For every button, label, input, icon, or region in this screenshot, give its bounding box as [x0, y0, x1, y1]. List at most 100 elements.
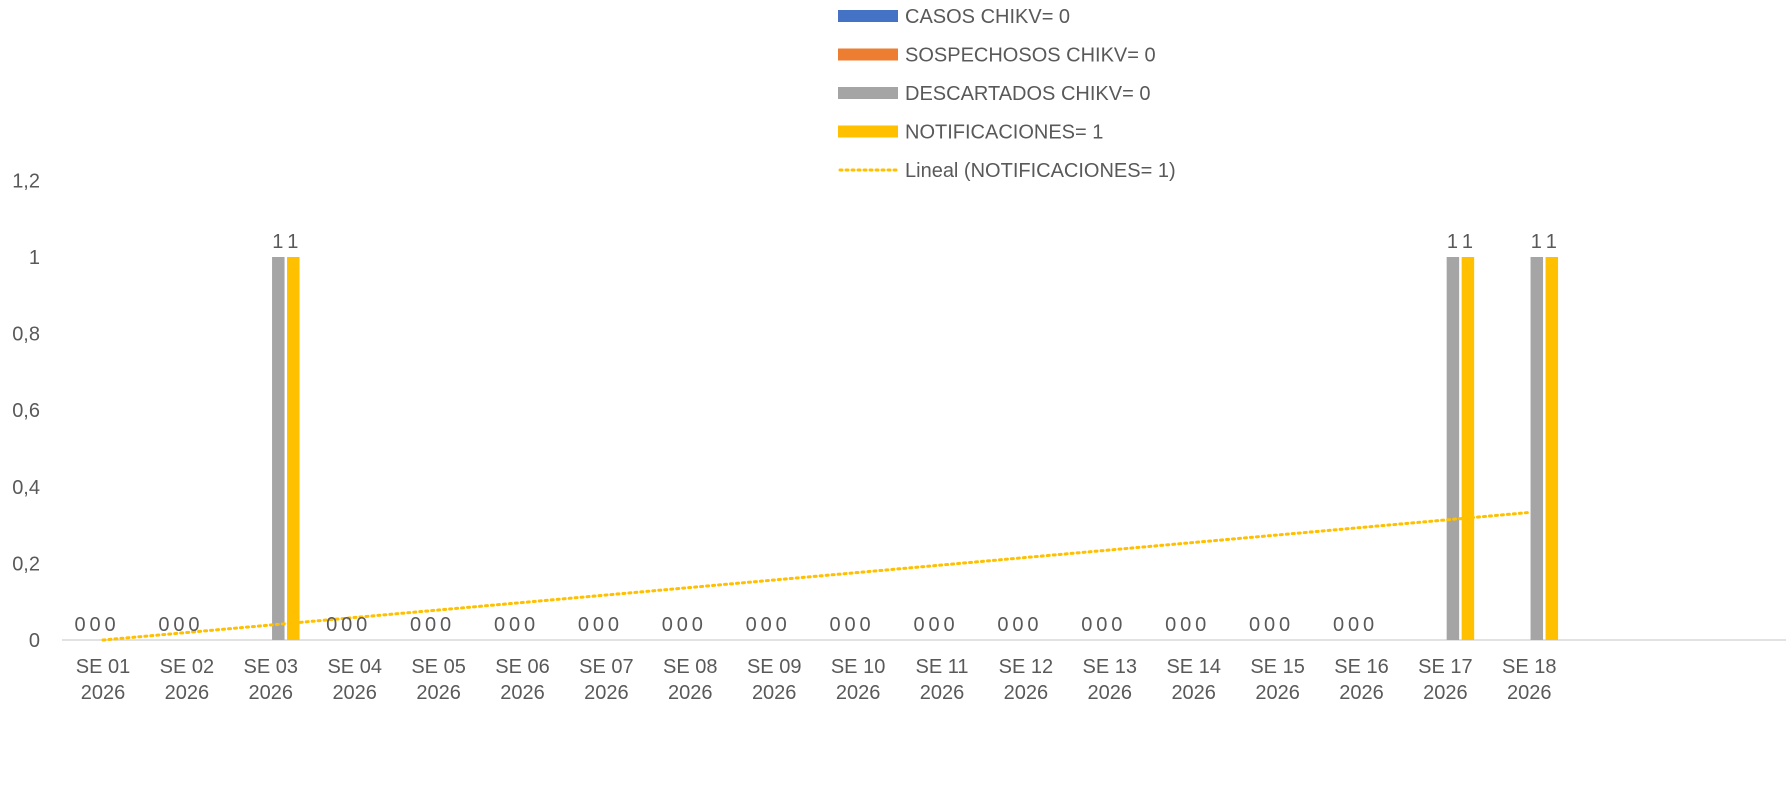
x-tick-label: SE 05 2026	[411, 656, 465, 704]
x-tick-label: SE 14 2026	[1166, 656, 1220, 704]
data-label: 0	[425, 614, 437, 636]
bar	[272, 257, 285, 640]
data-label: 0	[1195, 614, 1207, 636]
data-label: 1	[1462, 231, 1474, 253]
x-tick-label: SE 11 2026	[916, 656, 969, 704]
y-axis: 0 0,2 0,4 0,6 0,8 1 1,2	[12, 170, 40, 652]
data-label: 0	[761, 614, 773, 636]
y-tick-label: 0,6	[12, 400, 40, 422]
x-tick-label: SE 15 2026	[1250, 656, 1304, 704]
data-label: 0	[997, 614, 1009, 636]
x-tick-label: SE 10 2026	[831, 656, 885, 704]
data-label: 0	[524, 614, 536, 636]
data-label: 0	[89, 614, 101, 636]
data-label: 0	[1333, 614, 1345, 636]
data-label: 0	[662, 614, 674, 636]
y-tick-label: 0,8	[12, 324, 40, 346]
data-label: 0	[1111, 614, 1123, 636]
legend: CASOS CHIKV= 0 SOSPECHOSOS CHIKV= 0 DESCAR…	[838, 6, 1176, 182]
data-label: 1	[272, 231, 284, 253]
data-label: 0	[746, 614, 758, 636]
data-label: 0	[1027, 614, 1039, 636]
data-label: 0	[1081, 614, 1093, 636]
data-label: 0	[593, 614, 605, 636]
x-tick-label: SE 07 2026	[579, 656, 633, 704]
y-tick-label: 1	[29, 247, 40, 269]
x-tick-label: SE 04 2026	[327, 656, 381, 704]
data-label: 0	[1264, 614, 1276, 636]
data-label: 0	[494, 614, 506, 636]
data-label: 0	[74, 614, 86, 636]
data-label: 0	[1735, 755, 1747, 777]
data-label: 0	[341, 614, 353, 636]
data-label: 0	[1249, 614, 1261, 636]
data-label: 0	[509, 614, 521, 636]
data-label: 1	[287, 231, 299, 253]
y-tick-label: 0,4	[12, 477, 40, 499]
data-label: 0	[356, 614, 368, 636]
legend-swatch	[838, 10, 898, 22]
x-tick-label: SE 03 2026	[244, 656, 298, 704]
bars	[272, 257, 1559, 640]
data-label: 0	[578, 614, 590, 636]
x-tick-label: SE 01 2026	[76, 656, 130, 704]
legend-swatch	[838, 125, 898, 138]
data-label: 1	[1546, 231, 1558, 253]
x-tick-label: SE 16 2026	[1334, 656, 1388, 704]
trendline-line	[101, 510, 1531, 642]
bar	[1530, 257, 1544, 640]
data-label: 0	[1720, 755, 1732, 777]
data-label: 0	[776, 614, 788, 636]
x-tick-label: SE 17 2026	[1418, 656, 1472, 704]
data-label: 0	[943, 614, 955, 636]
data-label: 0	[104, 614, 116, 636]
y-tick-label: 0	[29, 630, 40, 652]
data-label: 0	[1750, 755, 1762, 777]
data-label: 0	[677, 614, 689, 636]
bar	[1461, 257, 1475, 640]
legend-swatch	[838, 87, 898, 99]
data-label: 0	[1012, 614, 1024, 636]
legend-label: Lineal (NOTIFICACIONES= 1)	[905, 160, 1176, 182]
x-tick-label: SE 13 2026	[1083, 656, 1137, 704]
data-label: 0	[440, 614, 452, 636]
bar	[287, 257, 300, 640]
legend-label: CASOS CHIKV= 0	[905, 6, 1070, 28]
data-label: 0	[1096, 614, 1108, 636]
data-label: 0	[173, 614, 185, 636]
data-label: 0	[1348, 614, 1360, 636]
data-label: 0	[860, 614, 872, 636]
x-axis: SE 01 2026 SE 02 2026 SE 03 2026 SE 04 2026 SE 0…	[62, 639, 1786, 704]
x-tick-label: SE 12 2026	[999, 656, 1053, 704]
data-label: 0	[188, 614, 200, 636]
data-label: 0	[845, 614, 857, 636]
legend-label: SOSPECHOSOS CHIKV= 0	[905, 45, 1156, 67]
data-label: 1	[1447, 231, 1459, 253]
y-tick-label: 1,2	[12, 170, 40, 192]
data-label: 0	[326, 614, 338, 636]
x-tick-label: SE 09 2026	[747, 656, 801, 704]
data-label: 0	[913, 614, 925, 636]
bar	[1545, 257, 1559, 640]
x-tick-label: SE 08 2026	[663, 656, 717, 704]
data-label: 0	[1165, 614, 1177, 636]
trendline	[101, 510, 1531, 642]
bar	[1446, 257, 1460, 640]
data-label: 0	[1363, 614, 1375, 636]
data-label: 1	[1531, 231, 1543, 253]
data-label: 0	[692, 614, 704, 636]
x-tick-label: SE 18 2026	[1502, 656, 1556, 704]
data-label: 0	[158, 614, 170, 636]
data-label: 0	[608, 614, 620, 636]
x-tick-label: SE 02 2026	[160, 656, 214, 704]
data-label: 0	[928, 614, 940, 636]
y-tick-label: 0,2	[12, 553, 40, 575]
legend-label: NOTIFICACIONES= 1	[905, 122, 1103, 144]
legend-swatch	[838, 48, 898, 61]
data-label: 0	[1180, 614, 1192, 636]
x-tick-label: SE 06 2026	[495, 656, 549, 704]
data-label: 0	[1279, 614, 1291, 636]
data-label: 0	[830, 614, 842, 636]
data-labels: 0 0 0 0 0 0 0 0 0 0 0 0 0 0 00 0 0 0 0 0 0 0 0 0 0 0 0 0 00 010 0 0 0 0 0 0…	[74, 231, 1762, 777]
